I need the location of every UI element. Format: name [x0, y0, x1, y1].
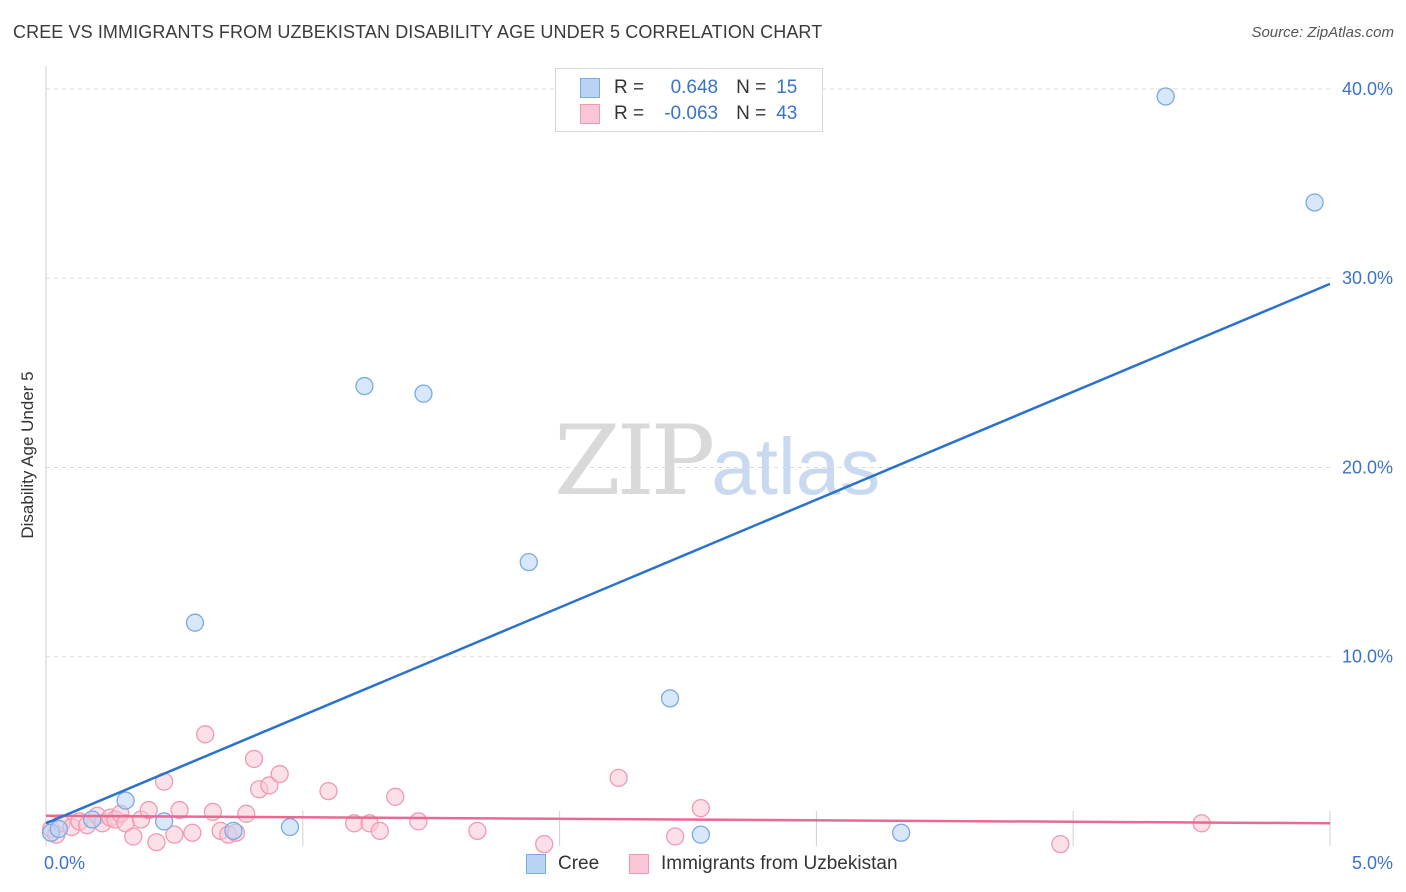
point-cree: [660, 689, 680, 708]
point-uzbekistan: [237, 804, 256, 823]
x-tick-label: 5.0%: [1352, 853, 1393, 873]
point-uzbekistan: [147, 833, 166, 852]
point-uzbekistan: [370, 821, 389, 841]
legend-r-value-uzbekistan: -0.063: [664, 103, 719, 124]
legend-r-label: R =: [614, 103, 645, 124]
legend-r-value-cree: 0.648: [670, 77, 719, 98]
legend-n-value-cree: 15: [776, 77, 798, 98]
point-uzbekistan: [609, 768, 628, 788]
legend-n-label: N =: [736, 77, 767, 98]
point-uzbekistan: [1051, 834, 1070, 854]
trendline-uzbekistan: [45, 814, 1331, 825]
y-tick-label: 10.0%: [1342, 647, 1393, 667]
uzbekistan-swatch: [580, 104, 600, 124]
point-uzbekistan: [183, 823, 202, 842]
correlation-legend: R = 0.648 N = 15 R = -0.063 N = 43: [555, 68, 823, 132]
point-cree: [185, 613, 205, 632]
x-tick-label: 0.0%: [44, 853, 85, 873]
point-uzbekistan: [270, 764, 289, 784]
point-cree: [280, 817, 300, 837]
y-tick-label: 20.0%: [1342, 457, 1393, 477]
cree-swatch: [580, 78, 600, 98]
point-uzbekistan: [124, 827, 143, 846]
point-cree: [116, 791, 135, 810]
uzbekistan-swatch: [629, 854, 649, 874]
cree-swatch: [526, 854, 546, 874]
legend-r-label: R =: [614, 77, 645, 98]
point-uzbekistan: [196, 725, 215, 744]
series-legend-cree: Cree: [526, 852, 599, 876]
series-name-uzbekistan: Immigrants from Uzbekistan: [661, 853, 898, 874]
point-uzbekistan: [666, 827, 685, 846]
series-name-cree: Cree: [558, 853, 600, 874]
legend-row-cree: R = 0.648 N = 15: [580, 76, 797, 100]
point-uzbekistan: [139, 800, 158, 820]
point-uzbekistan: [468, 821, 487, 841]
point-uzbekistan: [244, 749, 264, 769]
point-uzbekistan: [260, 776, 279, 795]
point-cree: [691, 825, 710, 844]
series-legend-uzbekistan: Immigrants from Uzbekistan: [629, 852, 898, 876]
legend-n-value-uzbekistan: 43: [776, 103, 798, 124]
point-cree: [1156, 87, 1175, 106]
point-uzbekistan: [170, 800, 189, 820]
source-credit: Source: ZipAtlas.com: [1251, 24, 1394, 41]
point-cree: [414, 384, 433, 403]
point-cree: [83, 810, 102, 829]
point-cree: [355, 376, 374, 396]
point-uzbekistan: [535, 834, 554, 854]
legend-row-uzbekistan: R = -0.063 N = 43: [580, 102, 797, 126]
legend-n-label: N =: [736, 103, 767, 124]
point-cree: [224, 821, 243, 841]
point-uzbekistan: [386, 787, 405, 806]
y-axis-label: Disability Age Under 5: [18, 371, 37, 539]
point-uzbekistan: [319, 781, 338, 801]
y-tick-label: 30.0%: [1342, 268, 1393, 288]
chart-title: CREE VS IMMIGRANTS FROM UZBEKISTAN DISAB…: [13, 22, 823, 42]
watermark: ZIPatlas: [554, 405, 880, 517]
y-tick-label: 40.0%: [1342, 79, 1393, 99]
point-cree: [49, 819, 68, 839]
watermark-atlas: atlas: [711, 422, 881, 511]
watermark-zip: ZIP: [554, 405, 715, 517]
point-cree: [891, 823, 911, 842]
trendline-cree: [45, 282, 1331, 825]
point-cree: [519, 552, 538, 572]
point-uzbekistan: [165, 825, 184, 844]
point-uzbekistan: [691, 798, 710, 818]
point-cree: [1305, 193, 1324, 212]
point-uzbekistan: [409, 812, 428, 831]
